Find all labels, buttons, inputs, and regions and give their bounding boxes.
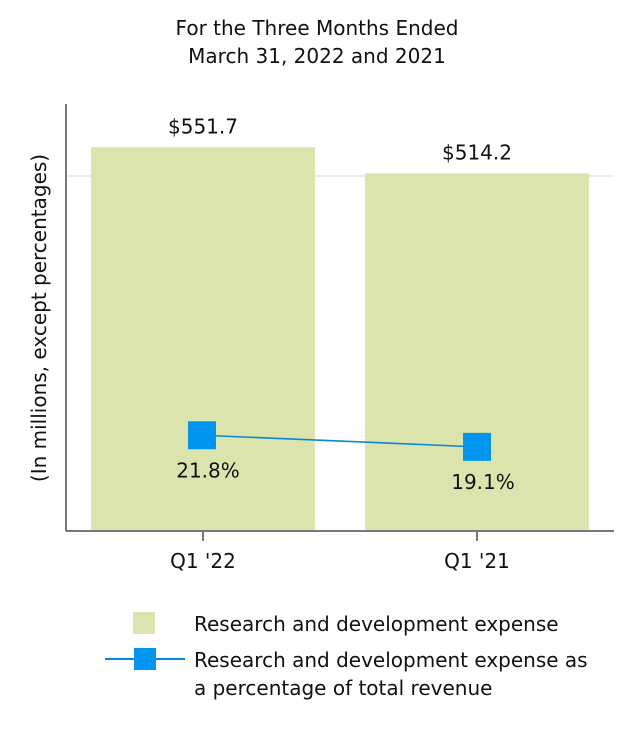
bar-q1-21 bbox=[365, 173, 589, 531]
x-tick-label: Q1 '22 bbox=[170, 549, 236, 573]
bar-value-label: $551.7 bbox=[168, 114, 238, 138]
legend-bar-label: Research and development expense bbox=[194, 612, 559, 636]
bar-value-label: $514.2 bbox=[442, 140, 512, 164]
chart-title-block: For the Three Months Ended March 31, 202… bbox=[0, 14, 634, 70]
x-tick-label: Q1 '21 bbox=[444, 549, 510, 573]
bar-q1-22 bbox=[91, 147, 315, 531]
legend-line-label-1: Research and development expense as bbox=[194, 648, 588, 672]
percentage-marker bbox=[463, 432, 491, 461]
legend-bar-swatch bbox=[133, 612, 155, 634]
legend-marker-swatch bbox=[134, 648, 156, 670]
percentage-label: 21.8% bbox=[176, 458, 240, 482]
chart-plot: $551.7 $514.2 Q1 '22 Q1 '21 21.8% 19.1% (In… bbox=[27, 104, 614, 573]
legend-line-label-2: a percentage of total revenue bbox=[194, 676, 493, 700]
percentage-marker bbox=[188, 421, 216, 450]
y-axis-label: (In millions, except percentages) bbox=[27, 154, 51, 482]
chart-title: For the Three Months Ended bbox=[175, 16, 459, 40]
percentage-label: 19.1% bbox=[451, 470, 515, 494]
chart-subtitle: March 31, 2022 and 2021 bbox=[188, 44, 446, 68]
percentage-line bbox=[201, 434, 478, 448]
